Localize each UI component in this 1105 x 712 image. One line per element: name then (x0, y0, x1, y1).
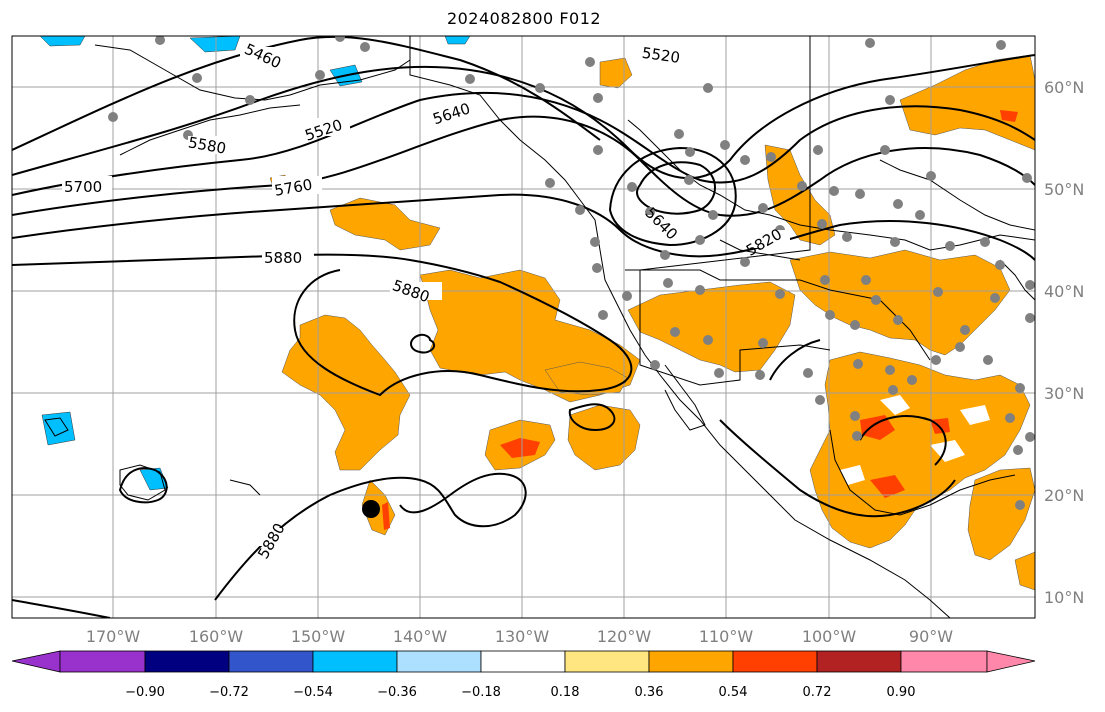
lon-label: 170°W (86, 627, 141, 646)
lon-label: 160°W (189, 627, 244, 646)
colorbar-ticks: −0.90 −0.72 −0.54 −0.36 −0.18 0.18 0.36 … (125, 685, 915, 700)
colorbar-extend-low (11, 650, 61, 673)
lat-label: 30°N (1044, 384, 1084, 403)
colorbar-segment (900, 650, 988, 673)
lon-label: 110°W (699, 627, 754, 646)
coastlines (44, 36, 1035, 618)
latitude-labels: 60°N 50°N 40°N 30°N 20°N 10°N (1044, 78, 1084, 607)
lat-label: 10°N (1044, 588, 1084, 607)
lat-label: 40°N (1044, 282, 1084, 301)
contour-label: 5520 (641, 44, 681, 67)
contour-label: 5700 (64, 178, 102, 196)
colorbar-segment (480, 650, 566, 673)
colorbar-extend-high (986, 650, 1036, 673)
colorbar-tick-label: 0.90 (887, 685, 916, 700)
colorbar-tick-label: 0.36 (635, 685, 664, 700)
lon-label: 140°W (393, 627, 448, 646)
lat-label: 50°N (1044, 180, 1084, 199)
colorbar-segment (396, 650, 482, 673)
colorbar-segment (228, 650, 314, 673)
colorbar-segment (732, 650, 818, 673)
colorbar-tick-label: −0.54 (293, 685, 333, 700)
colorbar-tick-label: −0.36 (377, 685, 417, 700)
colorbar (11, 650, 1036, 673)
colorbar-tick-label: −0.72 (209, 685, 249, 700)
lat-label: 60°N (1044, 78, 1084, 97)
longitude-labels: 170°W 160°W 150°W 140°W 130°W 120°W 110°… (86, 627, 953, 646)
colorbar-segment (648, 650, 734, 673)
colorbar-segment (564, 650, 650, 673)
unshaded-gaps (840, 395, 990, 485)
colorbar-segment (816, 650, 902, 673)
lon-label: 150°W (291, 627, 346, 646)
colorbar-tick-label: 0.54 (719, 685, 748, 700)
colorbar-tick-label: −0.18 (461, 685, 501, 700)
colorbar-tick-label: 0.72 (803, 685, 832, 700)
station-dots (108, 36, 1035, 510)
lat-label: 20°N (1044, 486, 1084, 505)
lon-label: 120°W (597, 627, 652, 646)
lon-label: 130°W (495, 627, 550, 646)
highlight-station-marker (362, 500, 380, 518)
colorbar-tick-label: 0.18 (551, 685, 580, 700)
colorbar-segment (59, 650, 146, 673)
colorbar-segment (312, 650, 398, 673)
colorbar-segment (144, 650, 230, 673)
contour-label: 5880 (264, 249, 302, 267)
lon-label: 90°W (909, 627, 953, 646)
colorbar-tick-label: −0.90 (125, 685, 165, 700)
map-title: 2024082800 F012 (446, 9, 602, 28)
map-border (11, 35, 1036, 619)
lon-label: 100°W (802, 627, 857, 646)
